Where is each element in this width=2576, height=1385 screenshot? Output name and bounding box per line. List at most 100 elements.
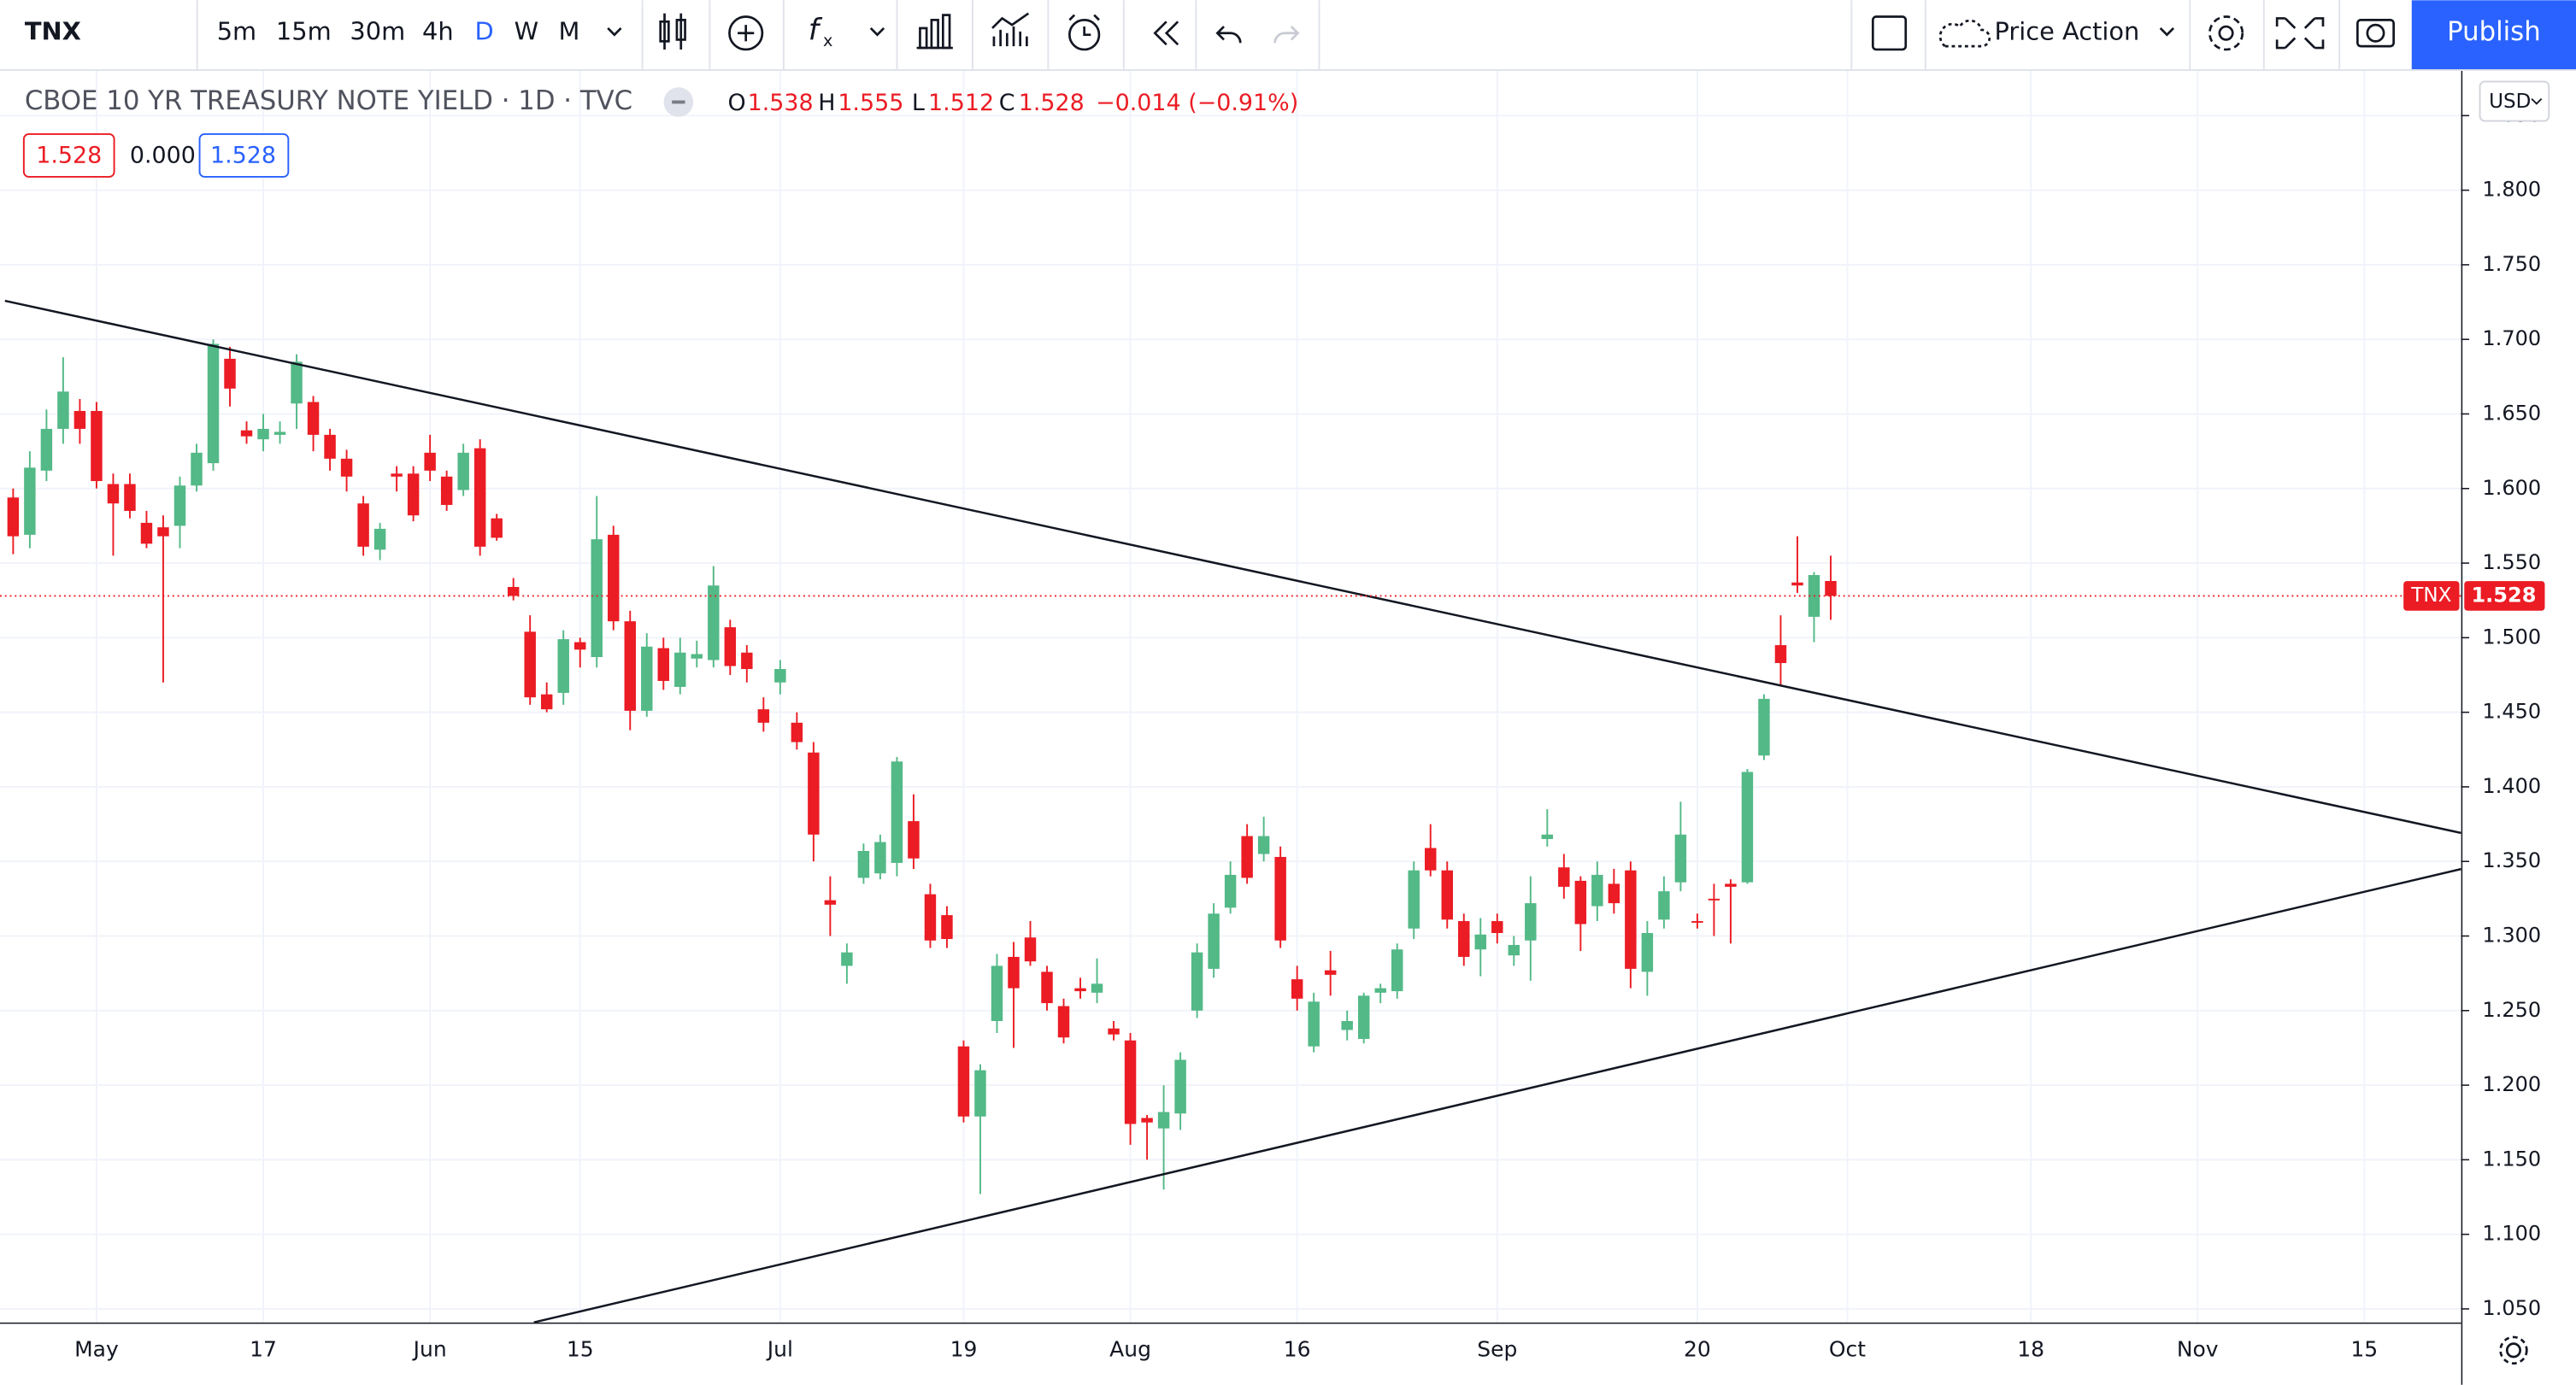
interval[interactable]: 30m xyxy=(350,17,405,46)
candle-body xyxy=(1458,921,1470,957)
candle-body xyxy=(608,534,620,622)
publish-button[interactable] xyxy=(2411,0,2576,70)
layout-name[interactable]: Price Action xyxy=(1995,17,2140,46)
interval[interactable]: M xyxy=(559,17,580,46)
candle-body xyxy=(1357,995,1370,1039)
candle-type-button[interactable] xyxy=(659,13,686,50)
candle-body xyxy=(540,694,553,710)
x-tick-label: May xyxy=(74,1336,119,1361)
candle-body xyxy=(1274,856,1286,941)
x-tick-label: 15 xyxy=(2350,1336,2378,1361)
replay-button[interactable] xyxy=(1153,21,1179,46)
candle-body xyxy=(124,484,136,511)
undo-button[interactable] xyxy=(1215,26,1242,44)
badge-change: 0.000 xyxy=(130,142,196,168)
candle-body xyxy=(941,915,953,939)
settings-button[interactable] xyxy=(2208,15,2244,51)
x-tick-label: 20 xyxy=(1684,1336,1711,1361)
ohlc-value: 1.538 xyxy=(748,90,814,116)
candle-body xyxy=(908,821,920,859)
candle-body xyxy=(1541,834,1554,840)
candle-body xyxy=(1641,933,1654,972)
symbol[interactable]: TNX xyxy=(25,17,81,46)
candle-body xyxy=(1525,903,1537,941)
currency: USD xyxy=(2489,91,2531,113)
candle-body xyxy=(1324,970,1337,975)
candle-body xyxy=(1825,581,1837,596)
x-tick-label: 17 xyxy=(250,1336,277,1361)
window-button[interactable] xyxy=(1871,15,1908,51)
indicators-menu[interactable] xyxy=(869,27,885,37)
candle-body xyxy=(974,1070,986,1117)
candle-body xyxy=(724,627,737,666)
trend-line[interactable] xyxy=(533,867,2461,1323)
candle-body xyxy=(1091,983,1103,993)
candle-body xyxy=(841,952,853,966)
candle-body xyxy=(1241,836,1253,878)
fullscreen-button[interactable] xyxy=(2275,17,2325,50)
candle-body xyxy=(340,458,353,477)
grid xyxy=(0,70,2461,1323)
candle-body xyxy=(657,648,670,681)
toolbar xyxy=(0,0,2576,70)
snapshot-button[interactable] xyxy=(2356,19,2395,48)
interval[interactable]: 5m xyxy=(217,17,256,46)
axis-settings-button[interactable] xyxy=(2499,1335,2528,1365)
currency-button[interactable] xyxy=(2479,80,2550,122)
toolbar-separators xyxy=(196,0,2341,70)
candle-body xyxy=(1491,921,1503,934)
candle-body xyxy=(857,850,870,878)
candle-body xyxy=(1691,921,1703,923)
x-tick-label: Nov xyxy=(2177,1336,2219,1361)
series-title: CBOE 10 YR TREASURY NOTE YIELD · 1D · TV… xyxy=(25,85,632,116)
badge xyxy=(22,132,115,178)
candle-body xyxy=(808,752,820,835)
candle-body xyxy=(1374,988,1386,993)
candle-body xyxy=(1124,1040,1137,1124)
candle-body xyxy=(824,900,837,905)
candle-body xyxy=(140,522,153,544)
candle-body xyxy=(324,434,336,459)
x-tick-label: Oct xyxy=(1829,1336,1866,1361)
interval[interactable]: W xyxy=(515,17,539,46)
x-tick-label: 19 xyxy=(950,1336,978,1361)
candle-body xyxy=(424,452,436,471)
layout-menu[interactable] xyxy=(2159,27,2175,37)
candle-body xyxy=(1441,870,1453,920)
candle-body xyxy=(757,709,770,723)
alert-button[interactable] xyxy=(1068,14,1101,51)
candle-body xyxy=(1141,1118,1153,1123)
candle-body xyxy=(1674,834,1687,883)
candle-body xyxy=(440,476,453,505)
interval[interactable]: 15m xyxy=(276,17,332,46)
candle-body xyxy=(1591,874,1603,907)
candle-body xyxy=(1425,848,1437,871)
candle-body xyxy=(257,428,269,440)
candle-body xyxy=(373,528,386,550)
candle-body xyxy=(1208,913,1220,969)
overlay: 1.050 1.100 1.150 1.200 1.250 1.300 1.350 1.400… xyxy=(0,103,2545,1361)
candle-body xyxy=(674,652,686,687)
interval-active[interactable]: D xyxy=(475,17,494,46)
x-tick-label: 15 xyxy=(567,1336,594,1361)
candle-body xyxy=(1341,1021,1353,1030)
candle-body xyxy=(1391,949,1403,992)
candle-body xyxy=(891,761,903,863)
compare-button[interactable] xyxy=(728,15,764,51)
candle-body xyxy=(491,518,503,538)
layout-button[interactable] xyxy=(916,14,953,50)
interval-menu[interactable] xyxy=(607,27,622,37)
candle-body xyxy=(691,654,703,659)
ohlc-value: 1.555 xyxy=(838,90,903,116)
change: −0.014 (−0.91%) xyxy=(1096,90,1298,116)
candle-body xyxy=(1191,952,1203,1011)
candle-body xyxy=(107,484,120,504)
candle-body xyxy=(1408,870,1420,929)
interval[interactable]: 4h xyxy=(422,17,454,46)
y-tick-label: 1.250 xyxy=(2482,998,2541,1022)
trend-line[interactable] xyxy=(4,299,2461,835)
ohlc-key: C xyxy=(999,90,1015,116)
candle-body xyxy=(224,358,236,389)
candle-body xyxy=(391,473,403,477)
templates-button[interactable] xyxy=(991,12,1030,47)
